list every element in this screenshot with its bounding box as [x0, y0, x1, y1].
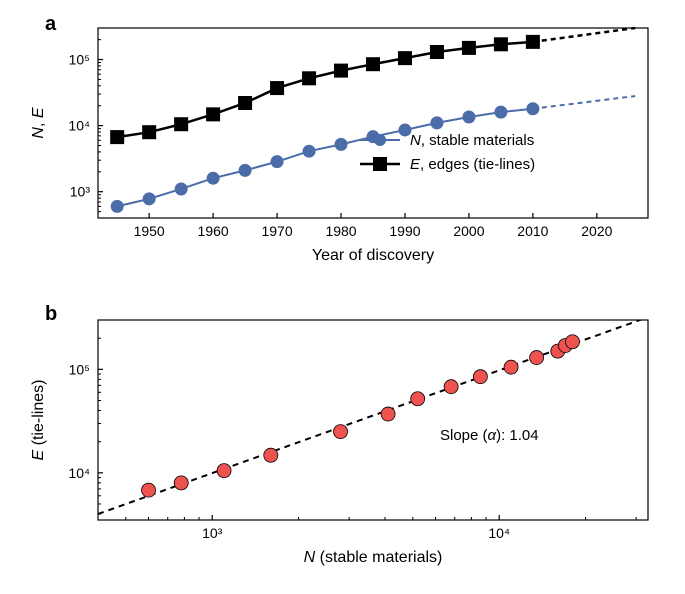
scatter-point [334, 425, 348, 439]
xtick-label: 1990 [389, 223, 420, 239]
series-marker [206, 107, 220, 121]
xtick-label: 10⁴ [488, 525, 510, 541]
ytick-label: 10⁵ [69, 52, 90, 68]
series-marker [366, 57, 380, 71]
series-marker [174, 117, 188, 131]
series-marker [238, 96, 252, 110]
series-marker [527, 103, 539, 115]
scatter-point [264, 448, 278, 462]
series-marker [143, 193, 155, 205]
series-marker [239, 164, 251, 176]
series-marker [303, 145, 315, 157]
legend-marker [374, 134, 386, 146]
series-marker [335, 138, 347, 150]
scatter-point [444, 380, 458, 394]
series-marker [494, 37, 508, 51]
scatter-point [473, 370, 487, 384]
xtick-label: 1980 [325, 223, 356, 239]
panel-a-ylabel: N, E [30, 107, 47, 138]
series-marker [302, 71, 316, 85]
scatter-point [217, 464, 231, 478]
series-marker [495, 106, 507, 118]
series-marker [398, 51, 412, 65]
legend-label: E, edges (tie-lines) [410, 156, 535, 173]
series-marker [142, 125, 156, 139]
panel-b-ylabel: E (tie-lines) [30, 380, 47, 461]
ytick-label: 10⁴ [68, 465, 90, 481]
ytick-label: 10³ [70, 184, 91, 200]
xtick-label: 1970 [261, 223, 292, 239]
series-marker [270, 81, 284, 95]
xtick-label: 2020 [581, 223, 612, 239]
ytick-label: 10⁵ [69, 361, 90, 377]
series-marker [430, 45, 444, 59]
xtick-label: 10³ [202, 525, 223, 541]
series-marker [431, 117, 443, 129]
legend-label: N, stable materials [410, 132, 534, 149]
series-marker [111, 200, 123, 212]
series-extension [533, 28, 635, 42]
panel-b-label: b [45, 303, 57, 325]
scatter-point [530, 351, 544, 365]
scatter-point [142, 483, 156, 497]
scatter-point [174, 476, 188, 490]
series-marker [175, 183, 187, 195]
panel-b-xlabel: N (stable materials) [304, 549, 443, 566]
slope-annotation: Slope (α): 1.04 [440, 427, 539, 444]
series-marker [526, 35, 540, 49]
scatter-point [381, 407, 395, 421]
scatter-point [565, 335, 579, 349]
legend-marker [373, 157, 387, 171]
panel-a-xlabel: Year of discovery [312, 247, 434, 264]
series-marker [207, 172, 219, 184]
xtick-label: 1950 [134, 223, 165, 239]
series-marker [271, 156, 283, 168]
series-marker [334, 64, 348, 78]
xtick-label: 1960 [198, 223, 229, 239]
panel-a-label: a [45, 13, 57, 35]
xtick-label: 2010 [517, 223, 548, 239]
ytick-label: 10⁴ [68, 118, 90, 134]
series-marker [463, 111, 475, 123]
series-marker [462, 41, 476, 55]
scatter-point [504, 360, 518, 374]
scatter-point [411, 392, 425, 406]
series-extension [533, 96, 635, 109]
series-marker [110, 130, 124, 144]
xtick-label: 2000 [453, 223, 484, 239]
